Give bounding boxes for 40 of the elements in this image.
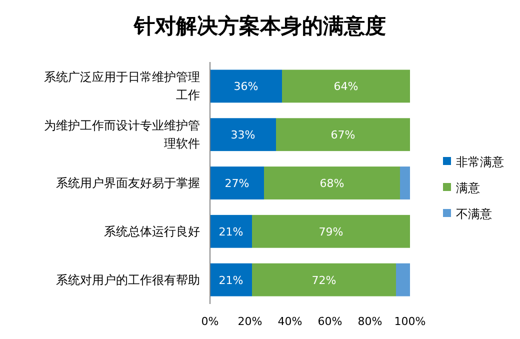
data-label: 64%	[334, 80, 358, 94]
y-tick-label: 系统对用户的工作很有帮助	[56, 272, 200, 287]
legend-item: 非常满意	[443, 155, 504, 169]
data-label: 79%	[318, 225, 344, 238]
data-label: 67%	[330, 128, 356, 142]
bar	[210, 214, 252, 248]
bar	[210, 118, 276, 152]
bar	[210, 166, 264, 200]
x-tick-label: 80%	[358, 315, 382, 328]
data-label: 21%	[218, 274, 244, 287]
chart-title: 针对解决方案本身的满意度	[133, 14, 386, 38]
x-tick-label: 0%	[201, 315, 219, 328]
x-tick-label: 60%	[318, 315, 342, 328]
data-label: 33%	[230, 128, 256, 142]
bar	[210, 70, 282, 103]
x-tick-label: 20%	[238, 315, 262, 328]
bar	[252, 263, 396, 296]
bar	[252, 214, 410, 248]
bar	[264, 166, 400, 200]
y-tick-label: 系统广泛应用于日常维护管理工作	[44, 70, 200, 102]
data-label: 36%	[234, 80, 258, 94]
bar	[282, 70, 410, 103]
x-tick-label: 100%	[394, 315, 426, 328]
y-tick-label: 系统总体运行良好	[104, 224, 200, 238]
bar	[276, 118, 410, 152]
y-tick-label: 为维护工作而设计专业维护管理软件	[44, 118, 200, 151]
bar	[396, 263, 410, 296]
legend-item: 不满意	[443, 207, 492, 221]
legend-label: 不满意	[456, 207, 492, 221]
data-label: 68%	[320, 177, 344, 190]
data-label: 27%	[224, 177, 250, 190]
data-label: 21%	[218, 225, 244, 238]
bar	[210, 263, 252, 296]
legend-label: 非常满意	[456, 155, 504, 169]
x-tick-label: 40%	[278, 315, 302, 328]
y-tick-label: 系统用户界面友好易于掌握	[56, 176, 200, 190]
legend-label: 满意	[456, 181, 480, 195]
bar	[400, 166, 410, 200]
legend-item: 满意	[443, 181, 480, 195]
data-label: 72%	[312, 274, 336, 287]
